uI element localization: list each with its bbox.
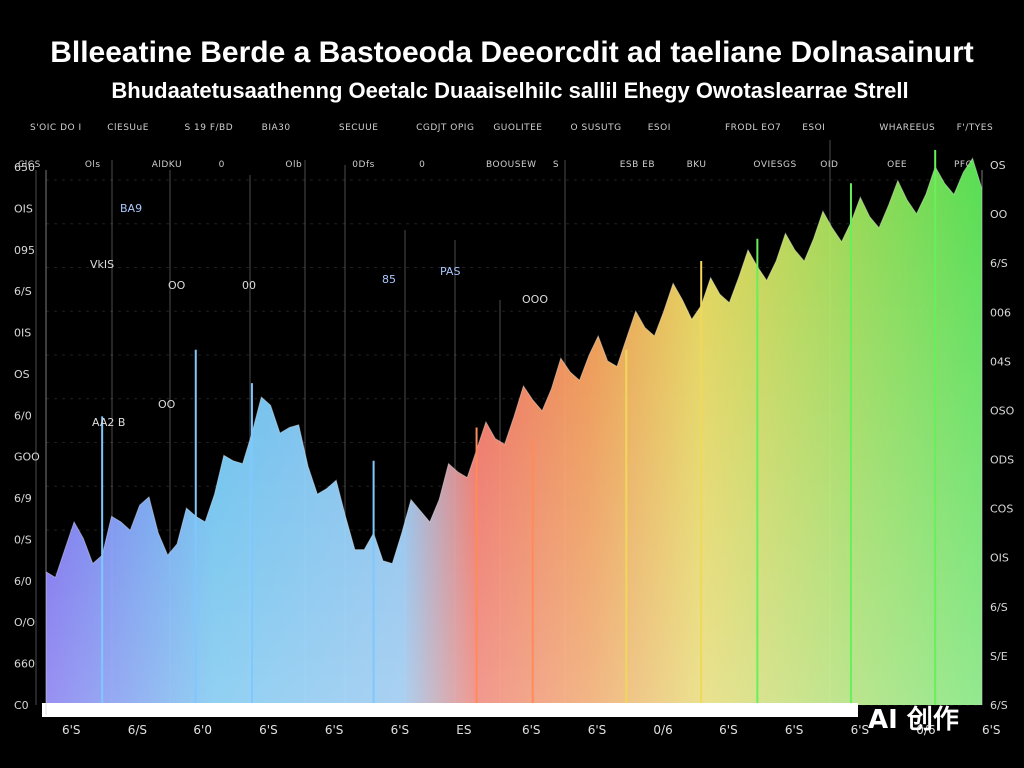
y-tick-label: O/O [14, 616, 35, 629]
y-tick-label-right: 6/S [990, 257, 1008, 270]
y-tick-label: 650 [14, 161, 35, 174]
top-label-row: S'OIC DO I ClESUuE S 19 F/BD BIA30 SECUUE CGD… [30, 123, 993, 133]
x-tick-label: 6'S [851, 723, 870, 737]
annotation-label: OO [168, 279, 186, 292]
column-label: Ols [85, 160, 101, 170]
column-label: ClCS [18, 160, 41, 170]
y-tick-label: C0 [14, 699, 29, 712]
y-tick-label-right: S/E [990, 650, 1008, 663]
column-label: BOOUSEW [486, 160, 537, 170]
y-tick-label-right: 04S [990, 355, 1011, 368]
top-label: ClESUuE [107, 123, 149, 133]
x-tick-label: 0/6 [653, 723, 672, 737]
x-tick-label: 6'S [719, 723, 738, 737]
annotation-label: OO [158, 398, 176, 411]
x-tick-label: 6'S [588, 723, 607, 737]
y-tick-label-right: OSO [990, 404, 1015, 417]
y-tick-label-right: 6/S [990, 699, 1008, 712]
column-label: S [553, 160, 559, 170]
annotation-label: 00 [242, 279, 256, 292]
y-tick-label: 660 [14, 658, 35, 671]
x-tick-label: 0/6 [916, 723, 935, 737]
top-label: ESOI [802, 123, 825, 133]
y-tick-label: 095 [14, 244, 35, 257]
annotation-label: OOO [522, 293, 548, 306]
top-label: SECUUE [339, 123, 379, 133]
area-outline [45, 157, 983, 579]
chart-title: Blleeatine Berde a Bastoeoda Deeorcdit a… [50, 36, 974, 69]
x-tick-label: 6'S [522, 723, 541, 737]
top-label: S'OIC DO I [30, 123, 82, 133]
x-axis-baseline [42, 703, 858, 717]
x-tick-label: 6'0 [193, 723, 212, 737]
area-series [45, 157, 983, 706]
x-axis: 6'S 6/S 6'0 6'S 6'S 6'S ES 6'S 6'S 0/6 6'S 6'S 6'S 0/… [62, 723, 1001, 737]
top-label: BIA30 [262, 123, 291, 133]
x-tick-label: 6'S [785, 723, 804, 737]
x-tick-label: 6'S [62, 723, 81, 737]
column-label: OVIESGS [753, 160, 796, 170]
x-tick-label: 6/S [128, 723, 147, 737]
y-tick-label-right: OO [990, 208, 1008, 221]
spike-series [42, 150, 983, 717]
chart-subtitle: Bhudaatetusaathenng Oeetalc Duaaiselhilc… [111, 78, 908, 103]
watermark-text: AI 创作 [868, 705, 959, 735]
column-label: PFO [954, 160, 973, 170]
annotation-label: BA9 [120, 202, 142, 215]
x-tick-label: 6'S [259, 723, 278, 737]
column-label: OID [820, 160, 838, 170]
column-label: BKU [687, 160, 707, 170]
top-label: F'/TYES [957, 123, 994, 133]
y-tick-label-right: ODS [990, 454, 1014, 467]
column-label: 0Dfs [352, 160, 375, 170]
y-tick-label: 6/0 [14, 409, 32, 422]
column-label: AlDKU [152, 160, 182, 170]
top-label: FRODL EO7 [725, 123, 781, 133]
y-tick-label: 6/S [14, 285, 32, 298]
y-tick-label: 6/0 [14, 575, 32, 588]
annotation-label: AA2 B [92, 416, 125, 429]
y-tick-label-right: OS [990, 159, 1006, 172]
column-label: OEE [887, 160, 907, 170]
y-tick-label: GOO [14, 451, 40, 464]
annotations: BA9 VkIS OO 00 AA2 B OO 85 PAS OOO [90, 202, 548, 429]
y-axis-left: 650 OIS 095 6/S 0IS OS 6/0 GOO 6/9 0/S 6/0 O/O 660 C0 [14, 161, 40, 712]
y-tick-label: 0/S [14, 533, 32, 546]
top-label: CGDJT OPIG [416, 123, 474, 133]
top-label: GUOLITEE [493, 123, 542, 133]
x-tick-label: ES [456, 723, 471, 737]
column-label-row: ClCS Ols AlDKU 0 Olb 0Dfs 0 BOOUSEW S ESB EB BKU OV… [18, 160, 973, 170]
y-tick-label-right: COS [990, 503, 1013, 516]
area-highlight [46, 158, 982, 706]
column-label: 0 [219, 160, 225, 170]
top-label: S 19 F/BD [184, 123, 233, 133]
y-tick-label-right: 6/S [990, 601, 1008, 614]
annotation-label: VkIS [90, 258, 114, 271]
y-tick-label: 6/9 [14, 492, 32, 505]
y-tick-label-right: 006 [990, 306, 1011, 319]
annotation-label: PAS [440, 265, 460, 278]
top-label: WHAREEUS [879, 123, 935, 133]
column-label: Olb [285, 160, 302, 170]
column-label: 0 [419, 160, 425, 170]
top-label: O SUSUTG [571, 123, 622, 133]
x-tick-label: 6'S [325, 723, 344, 737]
y-tick-label: OS [14, 368, 30, 381]
top-label: ESOI [648, 123, 671, 133]
y-tick-label: OIS [14, 202, 33, 215]
y-tick-label-right: OIS [990, 552, 1009, 565]
annotation-label: 85 [382, 273, 396, 286]
y-tick-label: 0IS [14, 327, 31, 340]
y-axis-right: OS OO 6/S 006 04S OSO ODS COS OIS 6/S S/E 6/S [990, 159, 1015, 712]
x-tick-label: 6'S [982, 723, 1001, 737]
column-label: ESB EB [620, 160, 655, 170]
x-tick-label: 6'S [391, 723, 410, 737]
